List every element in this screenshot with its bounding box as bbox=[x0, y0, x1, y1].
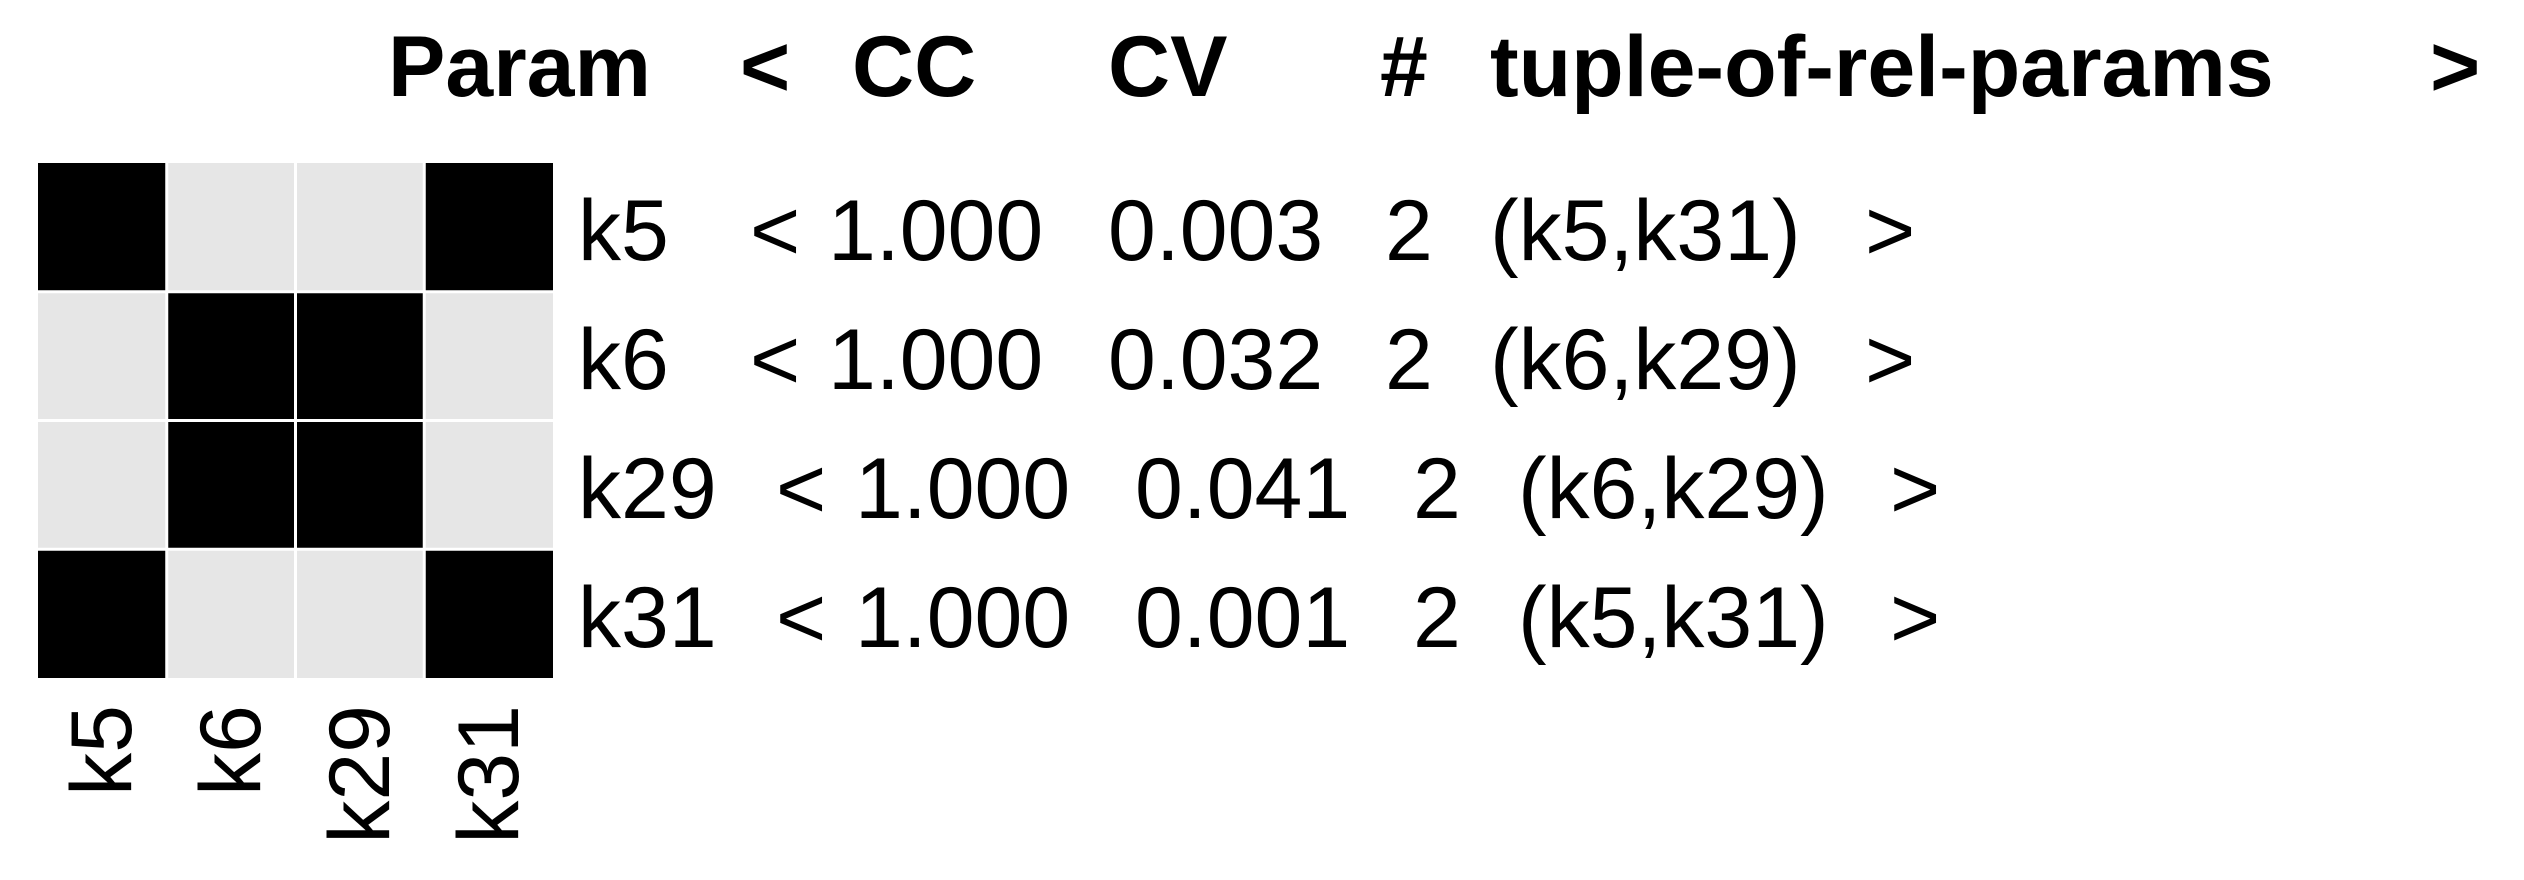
row-k6-close: > bbox=[1865, 312, 1916, 409]
row-k5-tuple: (k5,k31) bbox=[1490, 183, 1801, 280]
header-cc: CC bbox=[852, 19, 977, 115]
row-k6-open: < bbox=[750, 312, 801, 409]
row-k5-open: < bbox=[750, 183, 801, 280]
row-k29-param: k29 bbox=[578, 440, 717, 537]
matrix-cell-k31-k31 bbox=[425, 550, 553, 678]
row-k31-cv: 0.001 bbox=[1135, 569, 1351, 666]
matrix-cell-k6-k5 bbox=[38, 293, 166, 419]
row-k6-count: 2 bbox=[1385, 312, 1433, 409]
x-tick-k31: k31 bbox=[440, 705, 537, 844]
row-k6-cc: 1.000 bbox=[828, 312, 1044, 409]
row-k6-tuple: (k6,k29) bbox=[1490, 312, 1801, 409]
matrix-cell-k6-k31 bbox=[425, 293, 553, 419]
correlation-matrix bbox=[38, 163, 553, 678]
row-k31-count: 2 bbox=[1413, 569, 1461, 666]
header-cv: CV bbox=[1108, 19, 1228, 115]
row-k29-tuple: (k6,k29) bbox=[1518, 440, 1829, 537]
row-k5-count: 2 bbox=[1385, 183, 1433, 280]
row-k5-cc: 1.000 bbox=[828, 183, 1044, 280]
header-count: # bbox=[1380, 19, 1428, 115]
x-tick-k6: k6 bbox=[183, 705, 280, 796]
row-k29-open: < bbox=[776, 440, 827, 537]
row-k29-close: > bbox=[1890, 440, 1941, 537]
row-k29-cc: 1.000 bbox=[855, 440, 1071, 537]
matrix-cell-k29-k29 bbox=[297, 422, 423, 548]
row-k5-close: > bbox=[1865, 183, 1916, 280]
matrix-cell-k6-k6 bbox=[168, 293, 294, 419]
row-k31-cc: 1.000 bbox=[855, 569, 1071, 666]
row-k29-cv: 0.041 bbox=[1135, 440, 1351, 537]
header-open-bracket: < bbox=[740, 19, 791, 115]
row-k6-cv: 0.032 bbox=[1108, 312, 1324, 409]
matrix-cell-k31-k29 bbox=[297, 550, 423, 678]
x-tick-k5: k5 bbox=[54, 705, 151, 796]
row-k31-close: > bbox=[1890, 569, 1941, 666]
header-tuple: tuple-of-rel-params bbox=[1490, 19, 2274, 115]
row-k29-count: 2 bbox=[1413, 440, 1461, 537]
header-param: Param bbox=[388, 19, 651, 115]
header-close-bracket: > bbox=[2430, 19, 2481, 115]
x-tick-k29: k29 bbox=[311, 705, 408, 844]
matrix-cell-k29-k6 bbox=[168, 422, 294, 548]
row-k31-tuple: (k5,k31) bbox=[1518, 569, 1829, 666]
matrix-cell-k31-k6 bbox=[168, 550, 294, 678]
row-k31-open: < bbox=[776, 569, 827, 666]
matrix-cell-k31-k5 bbox=[38, 550, 166, 678]
row-k31-param: k31 bbox=[578, 569, 717, 666]
row-k5-param: k5 bbox=[578, 183, 669, 280]
matrix-cell-k5-k6 bbox=[168, 163, 294, 291]
matrix-cell-k29-k31 bbox=[425, 422, 553, 548]
row-k5-cv: 0.003 bbox=[1108, 183, 1324, 280]
row-k6-param: k6 bbox=[578, 312, 669, 409]
matrix-cell-k5-k5 bbox=[38, 163, 166, 291]
matrix-cell-k29-k5 bbox=[38, 422, 166, 548]
matrix-cell-k5-k31 bbox=[425, 163, 553, 291]
matrix-cell-k5-k29 bbox=[297, 163, 423, 291]
matrix-cell-k6-k29 bbox=[297, 293, 423, 419]
